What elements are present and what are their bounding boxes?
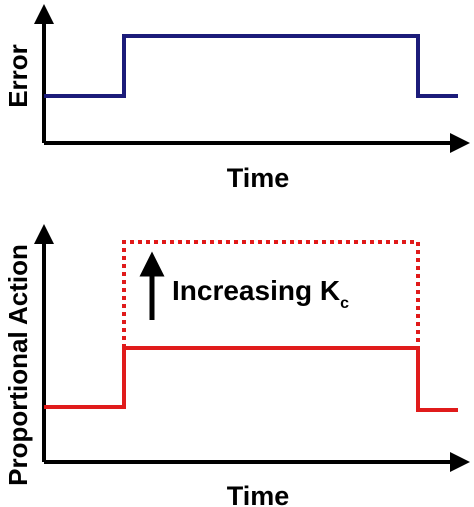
annotation-subscript: c bbox=[340, 295, 349, 312]
error-step bbox=[44, 34, 458, 98]
x-label: Time bbox=[227, 481, 290, 507]
top-plot: Error Time bbox=[3, 4, 470, 193]
bottom-plot: Increasing Kc Proportional Action Time bbox=[3, 224, 470, 507]
y-label: Proportional Action bbox=[3, 244, 33, 486]
y-label: Error bbox=[3, 44, 33, 108]
annotation: Increasing Kc bbox=[172, 275, 349, 312]
action-step bbox=[44, 346, 458, 412]
x-label: Time bbox=[227, 163, 290, 193]
annotation-text: Increasing K bbox=[172, 275, 340, 306]
